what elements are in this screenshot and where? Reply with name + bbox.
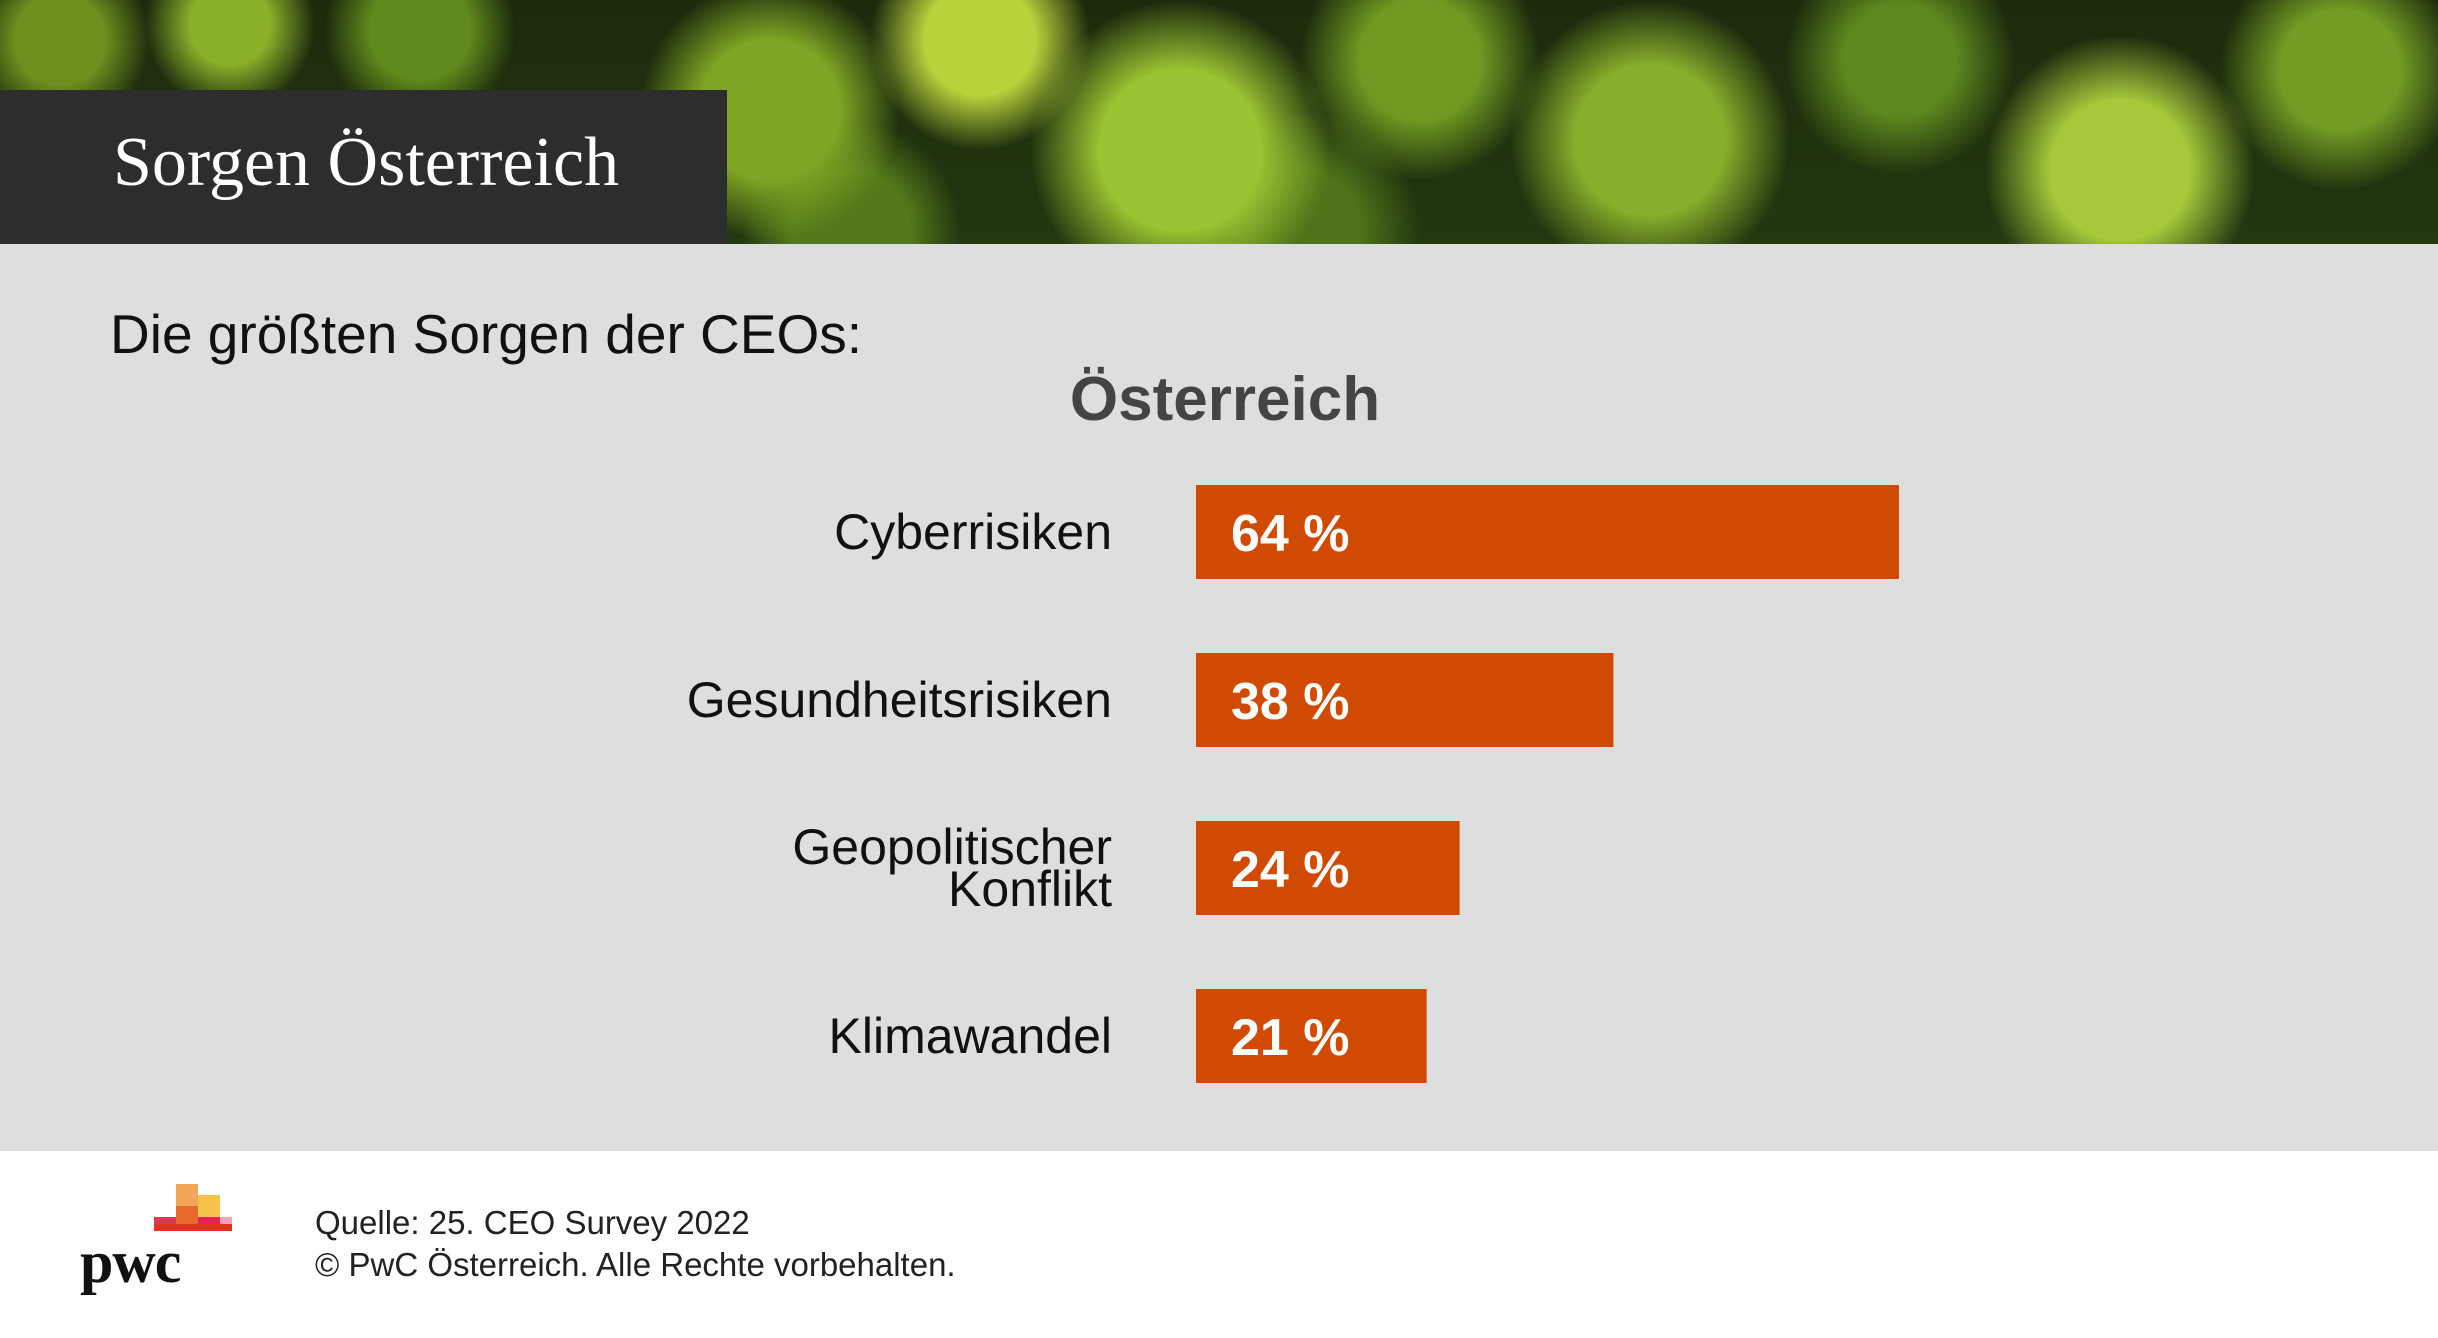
bar-value-label-1: 64 % [1231, 505, 1350, 563]
bar-3 [1196, 821, 1460, 915]
bar-4 [1196, 989, 1427, 1083]
bar-2 [1196, 653, 1614, 747]
moss-banner-image: Sorgen Österreich [0, 0, 2438, 244]
bar-chart: 64 % Cyberrisiken 38 % Gesundheitsrisiken 24… [687, 485, 1899, 1083]
chart-subtitle: Die größten Sorgen der CEOs: [110, 303, 863, 365]
bar-1 [1196, 485, 1899, 579]
copyright-line: © PwC Österreich. Alle Rechte vorbehalte… [315, 1246, 956, 1283]
source-note: Quelle: 25. CEO Survey 2022 © PwC Österr… [315, 1202, 956, 1286]
category-label-2: Gesundheitsrisiken [687, 672, 1112, 728]
chart-title: Österreich [1069, 365, 1381, 434]
title-box [0, 90, 727, 244]
page-title: Sorgen Österreich [113, 124, 620, 201]
pwc-logo-text: pwc [80, 1229, 181, 1295]
bar-value-label-4: 21 % [1231, 1009, 1350, 1067]
category-label-4: Klimawandel [829, 1008, 1112, 1064]
bar-value-label-2: 38 % [1231, 673, 1350, 731]
pwc-logo-mark [154, 1184, 232, 1231]
category-label-3: Geopolitischer Konflikt [792, 819, 1112, 917]
bar-value-label-3: 24 % [1231, 841, 1350, 899]
category-label-1: Cyberrisiken [834, 504, 1112, 560]
source-line: Quelle: 25. CEO Survey 2022 [315, 1204, 750, 1241]
